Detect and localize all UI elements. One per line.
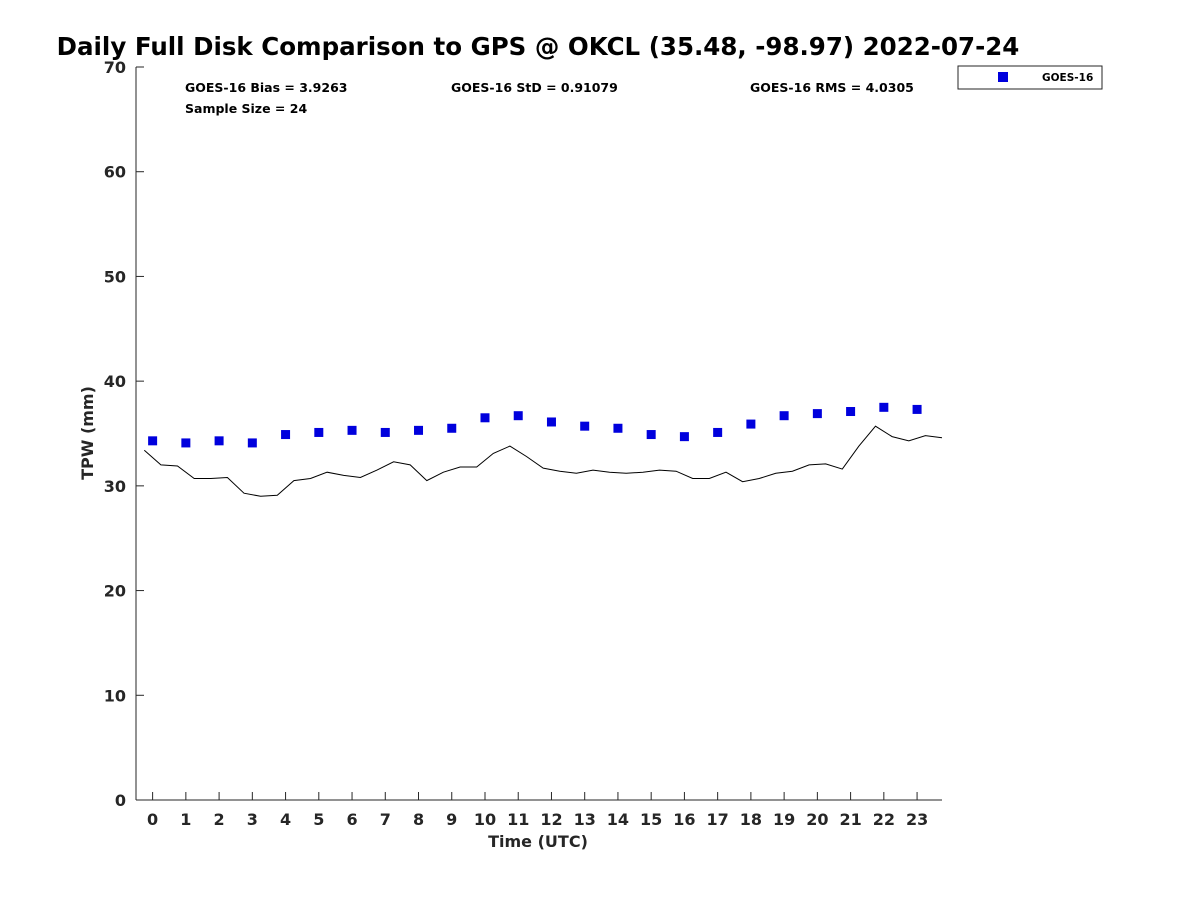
- x-tick-label: 20: [806, 810, 828, 829]
- y-axis-ticks: 0 10 20 30 40 50 60 70: [104, 58, 144, 810]
- x-tick-label: 17: [707, 810, 729, 829]
- x-tick-label: 15: [640, 810, 662, 829]
- goes-16-marker: [347, 425, 357, 435]
- goes-16-marker: [779, 411, 789, 421]
- legend-box: [957, 65, 1103, 90]
- y-tick-label: 60: [104, 163, 126, 182]
- goes-16-marker: [281, 430, 291, 440]
- x-tick-label: 8: [413, 810, 424, 829]
- plot-area: [136, 67, 942, 800]
- sample-size-stat: Sample Size = 24: [185, 101, 307, 116]
- x-tick-label: 21: [839, 810, 861, 829]
- x-tick-label: 1: [180, 810, 191, 829]
- std-stat: GOES-16 StD = 0.91079: [451, 80, 618, 95]
- x-tick-label: 19: [773, 810, 795, 829]
- goes-16-marker: [247, 438, 257, 448]
- goes-16-marker: [148, 436, 158, 446]
- x-tick-label: 12: [540, 810, 562, 829]
- bias-stat: GOES-16 Bias = 3.9263: [185, 80, 347, 95]
- x-tick-label: 5: [313, 810, 324, 829]
- x-tick-label: 13: [574, 810, 596, 829]
- goes-16-marker: [480, 413, 490, 423]
- x-tick-label: 2: [214, 810, 225, 829]
- goes-16-marker: [181, 438, 191, 448]
- goes-16-marker: [314, 427, 324, 437]
- x-tick-label: 6: [346, 810, 357, 829]
- goes-16-marker: [713, 427, 723, 437]
- goes-16-marker: [912, 404, 922, 414]
- goes-16-marker: [546, 417, 556, 427]
- goes-16-marker: [214, 436, 224, 446]
- gps-line-series: [143, 425, 943, 497]
- goes-16-marker: [646, 430, 656, 440]
- goes-16-marker: [812, 409, 822, 419]
- goes-16-marker: [414, 425, 424, 435]
- x-axis-label: Time (UTC): [488, 832, 588, 851]
- x-tick-label: 0: [147, 810, 158, 829]
- x-tick-label: 7: [380, 810, 391, 829]
- y-tick-label: 50: [104, 267, 126, 286]
- y-tick-label: 40: [104, 372, 126, 391]
- goes-16-marker: [580, 421, 590, 431]
- x-tick-label: 4: [280, 810, 291, 829]
- rms-stat: GOES-16 RMS = 4.0305: [750, 80, 914, 95]
- goes-16-marker: [613, 423, 623, 433]
- y-tick-label: 20: [104, 582, 126, 601]
- gps-line: [143, 425, 943, 497]
- x-axis-ticks: 0 1 2 3 4 5 6 7 8 9 10 11 12 13 14 15 16 17 18 19 20 21 22 23: [147, 792, 928, 829]
- x-tick-label: 18: [740, 810, 762, 829]
- x-tick-label: 10: [474, 810, 496, 829]
- x-tick-label: 23: [906, 810, 928, 829]
- x-tick-label: 16: [673, 810, 695, 829]
- x-tick-label: 22: [873, 810, 895, 829]
- goes-16-marker: [513, 411, 523, 421]
- chart-title: Daily Full Disk Comparison to GPS @ OKCL…: [57, 32, 1020, 61]
- legend: GOES-16: [957, 65, 1103, 90]
- y-tick-label: 30: [104, 477, 126, 496]
- legend-marker: [998, 72, 1008, 82]
- goes-16-marker: [879, 402, 889, 412]
- goes-16-marker-series: [148, 402, 922, 448]
- x-tick-label: 3: [247, 810, 258, 829]
- y-axis-label: TPW (mm): [78, 386, 97, 480]
- y-tick-label: 70: [104, 58, 126, 77]
- x-tick-label: 9: [446, 810, 457, 829]
- goes-16-marker: [846, 407, 856, 417]
- x-tick-label: 14: [607, 810, 629, 829]
- legend-label: GOES-16: [1042, 72, 1093, 84]
- y-tick-label: 0: [115, 791, 126, 810]
- goes-16-marker: [679, 432, 689, 442]
- goes-16-marker: [746, 419, 756, 429]
- goes-16-marker: [380, 427, 390, 437]
- x-tick-label: 11: [507, 810, 529, 829]
- y-tick-label: 10: [104, 686, 126, 705]
- goes-16-marker: [447, 423, 457, 433]
